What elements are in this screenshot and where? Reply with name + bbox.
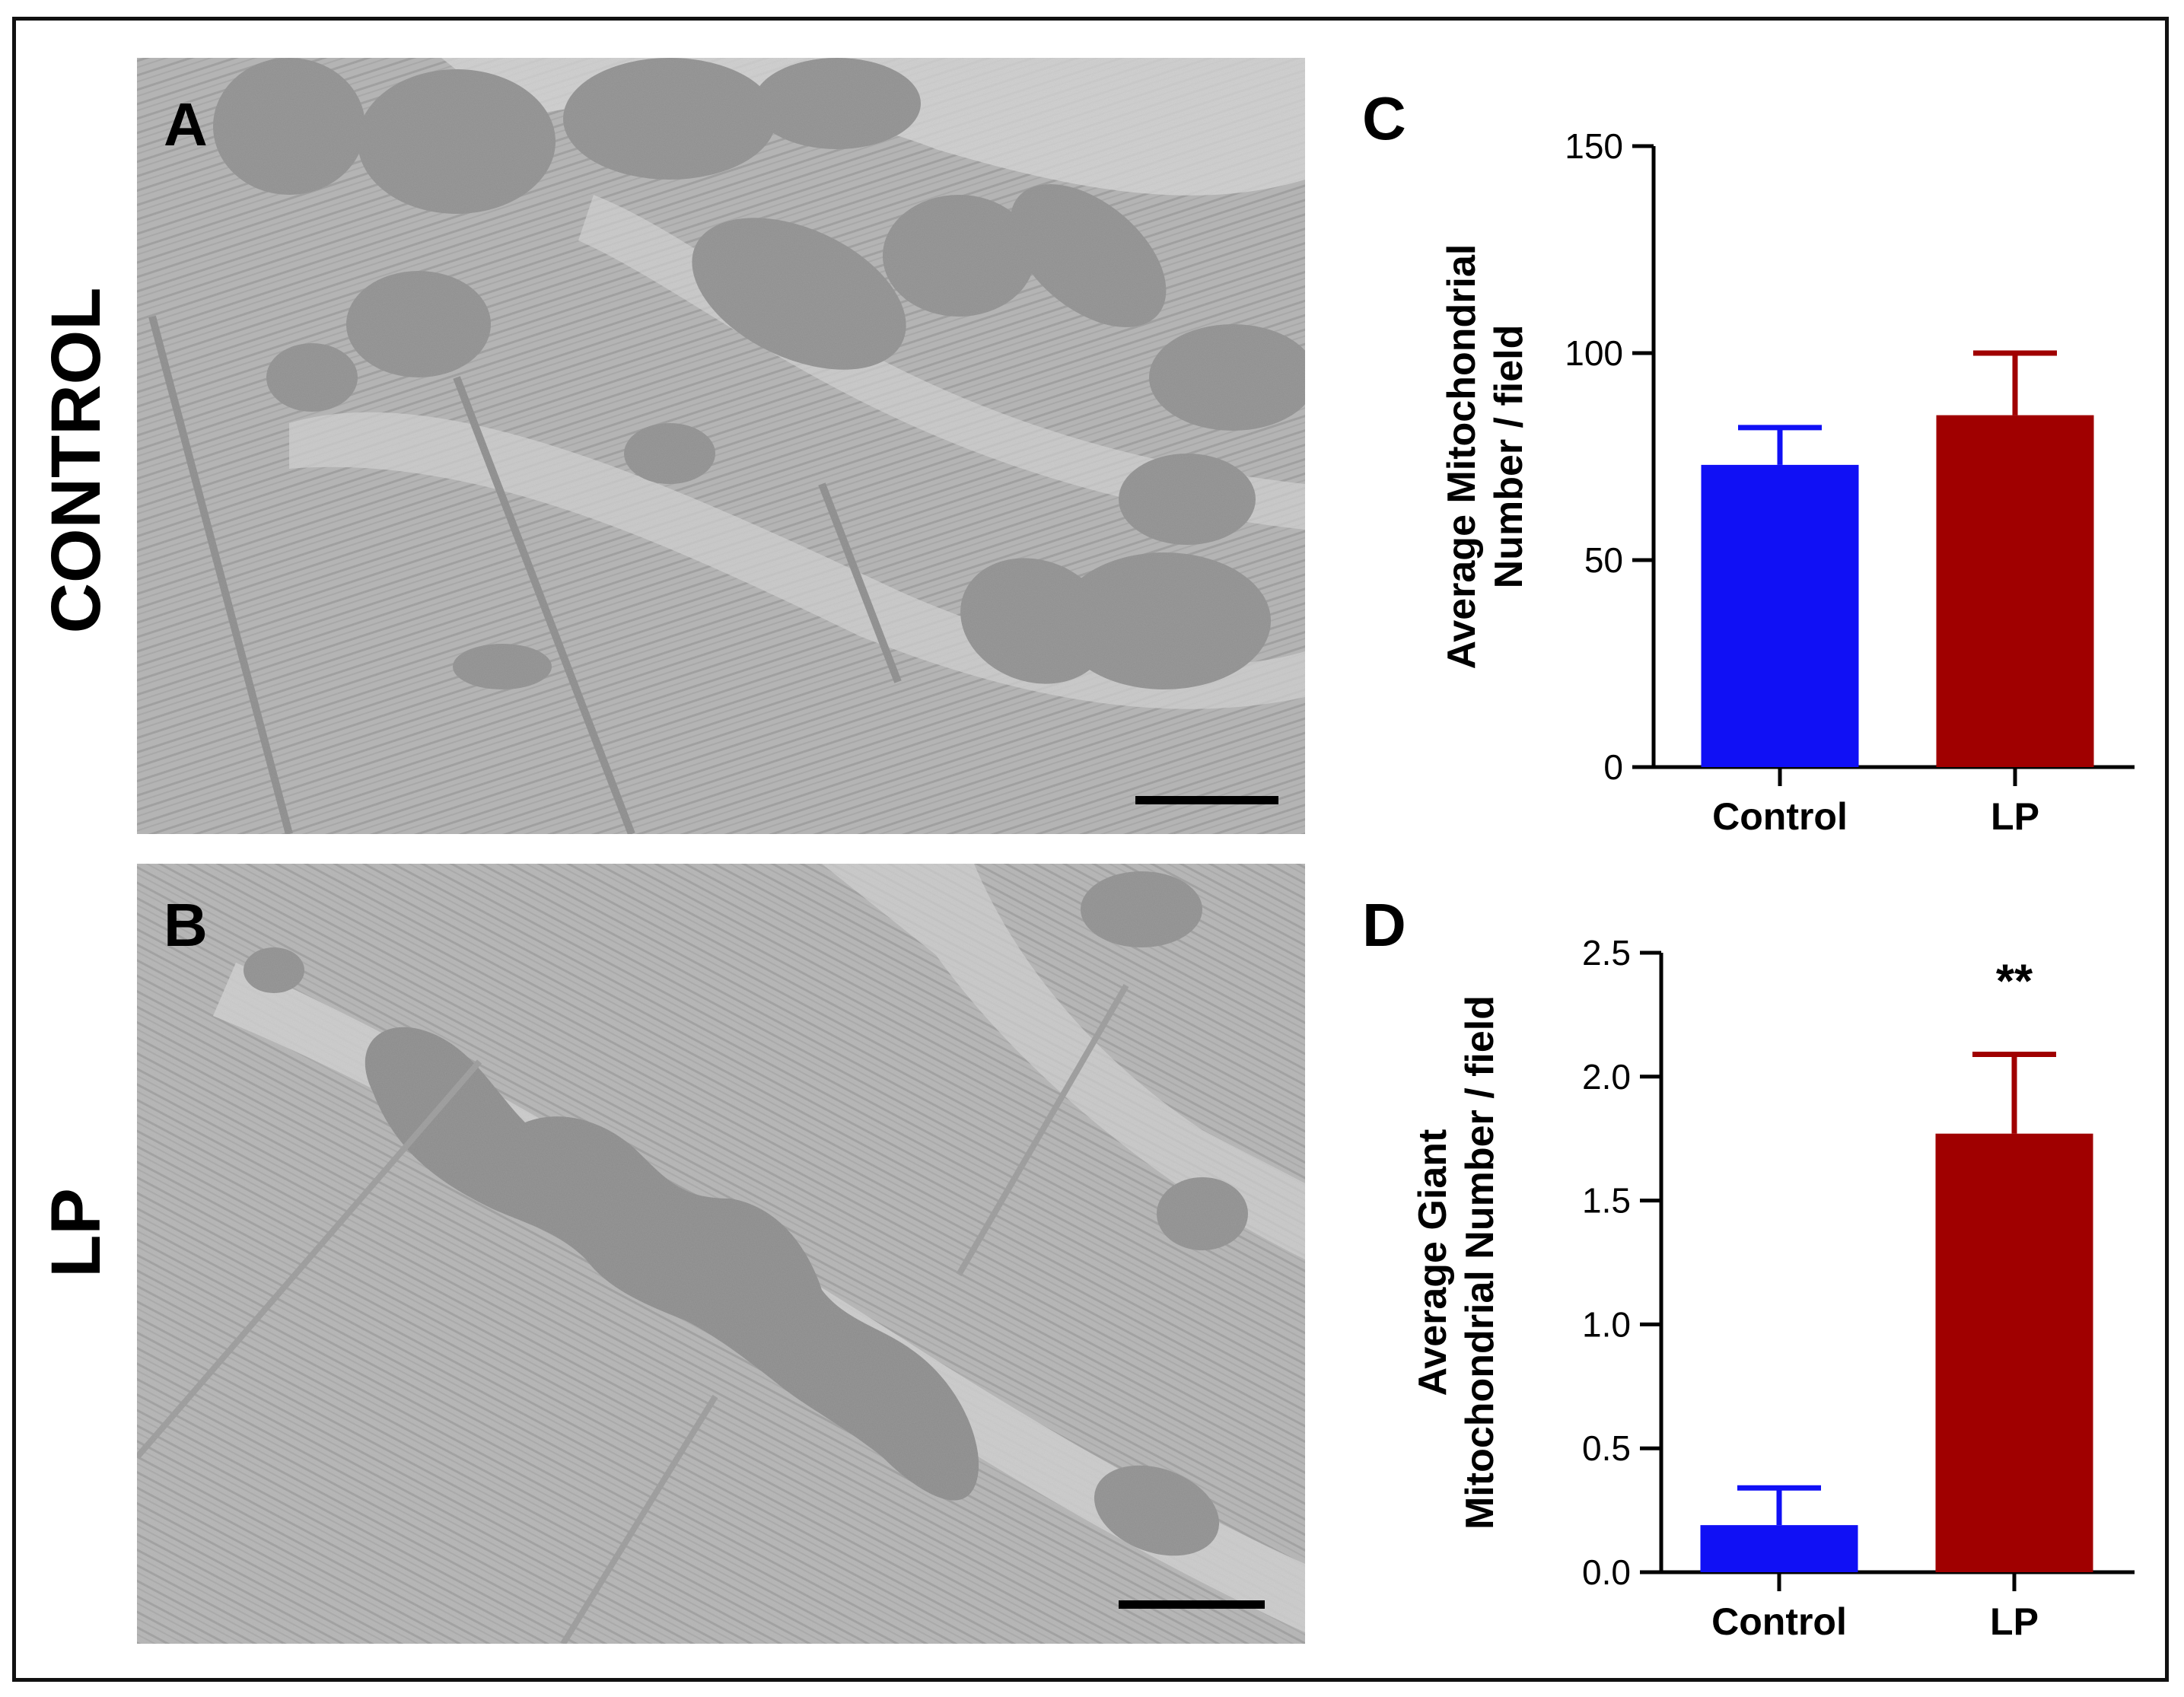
row-label-lp: LP [37, 1188, 115, 1278]
y-tick-label: 2.5 [1582, 933, 1631, 973]
y-tick-label: 1.0 [1582, 1304, 1631, 1344]
bar-control [1701, 464, 1859, 767]
significance-annotation: ** [1996, 955, 2033, 1008]
panel-label-d: D [1362, 891, 1406, 959]
chart-c: 0 50 100 150 Control LP Average Mitochondrial N… [1423, 107, 2146, 860]
y-tick-label: 0.5 [1582, 1428, 1631, 1468]
y-tick-label: 2.0 [1582, 1057, 1631, 1097]
panel-label-a: A [164, 91, 208, 158]
y-tick-label: 1.5 [1582, 1181, 1631, 1221]
micrograph-control [137, 58, 1305, 834]
y-axis-label: Average Giant [1411, 1129, 1455, 1396]
y-tick-label: 150 [1565, 126, 1623, 166]
panel-label-c: C [1362, 84, 1406, 152]
y-tick-label: 0.0 [1582, 1552, 1631, 1592]
row-label-control: CONTROL [37, 287, 115, 634]
scale-bar-a [1135, 796, 1278, 804]
y-axis-label: Mitochondrial Number / field [1458, 995, 1502, 1530]
figure-frame [12, 17, 2169, 1682]
scale-bar-b [1119, 1600, 1265, 1609]
x-tick-label: LP [1990, 1600, 2039, 1643]
panel-label-b: B [164, 891, 208, 959]
y-tick-label: 0 [1603, 747, 1623, 787]
bar-control [1700, 1525, 1858, 1572]
x-tick-label: Control [1711, 1600, 1847, 1643]
bar-lp [1936, 415, 2094, 767]
chart-d: 0.0 0.5 1.0 1.5 2.0 2.5 Control LP ** Average Gia… [1408, 913, 2146, 1659]
y-tick-label: 100 [1565, 333, 1623, 373]
y-axis-label: Number / field [1487, 325, 1531, 589]
x-tick-label: LP [1991, 795, 2039, 838]
y-axis-label: Average Mitochondrial [1440, 244, 1484, 670]
micrograph-lp [137, 864, 1305, 1644]
x-tick-label: Control [1712, 795, 1848, 838]
y-tick-label: 50 [1584, 540, 1623, 580]
bar-lp [1935, 1133, 2093, 1572]
